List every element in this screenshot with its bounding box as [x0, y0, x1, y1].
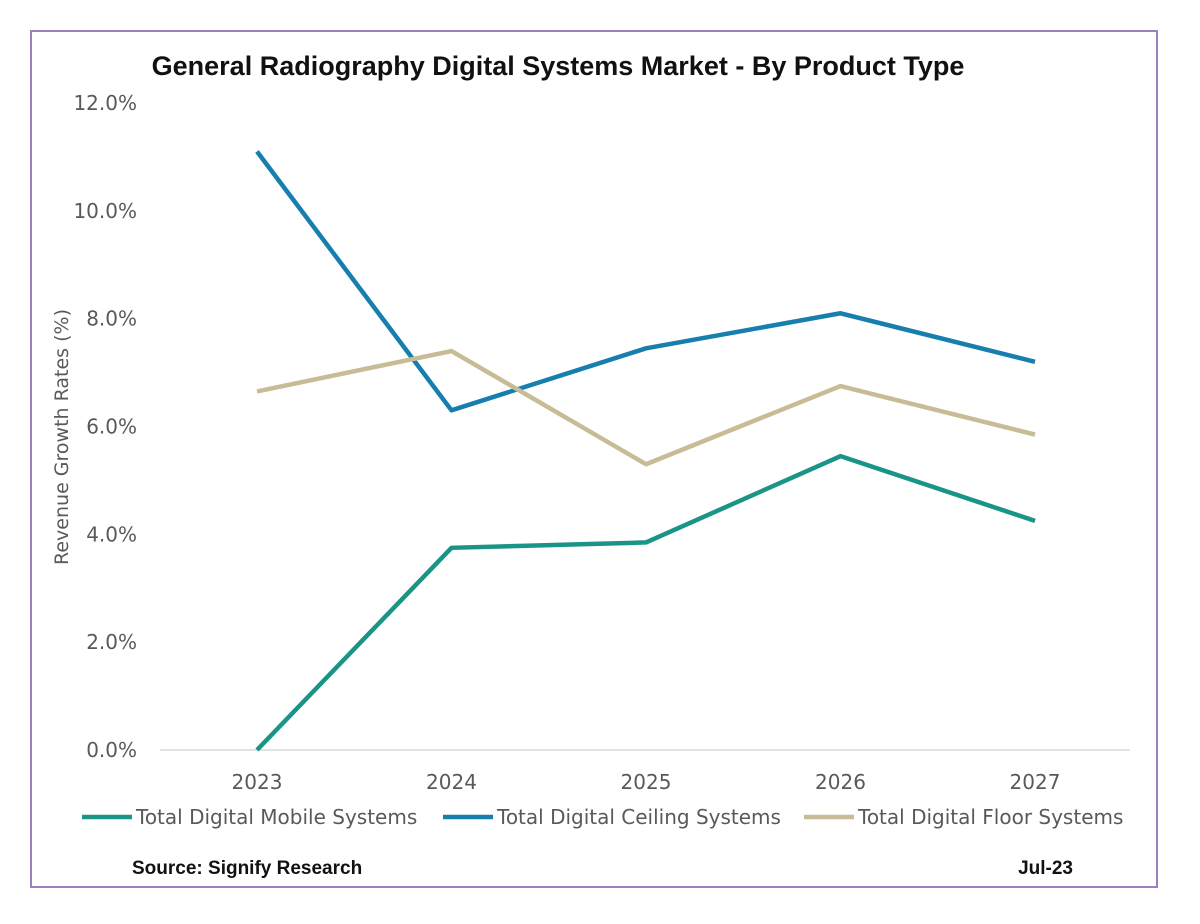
series-line-floor — [256, 348, 1036, 467]
y-tick-label: 8.0% — [86, 307, 137, 331]
chart-frame — [30, 30, 1158, 888]
legend-label-ceiling: Total Digital Ceiling Systems — [496, 805, 781, 829]
x-tick-label: 2027 — [1010, 770, 1061, 794]
x-tick-label: 2024 — [426, 770, 477, 794]
x-tick-label: 2025 — [621, 770, 672, 794]
y-tick-label: 10.0% — [73, 199, 137, 223]
source-note: Source: Signify Research — [132, 858, 362, 879]
y-tick-label: 12.0% — [73, 91, 137, 115]
legend-label-mobile: Total Digital Mobile Systems — [135, 805, 417, 829]
chart-title: General Radiography Digital Systems Mark… — [152, 51, 965, 81]
legend-label-floor: Total Digital Floor Systems — [857, 805, 1123, 829]
series-lines — [255, 150, 1036, 752]
y-tick-label: 0.0% — [86, 738, 137, 762]
y-tick-label: 4.0% — [86, 522, 137, 546]
y-axis-ticks: 0.0% 2.0% 4.0% 6.0% 8.0% 10.0% 12.0% — [73, 91, 137, 762]
x-tick-label: 2023 — [232, 770, 283, 794]
y-axis-label: Revenue Growth Rates (%) — [51, 309, 73, 565]
x-tick-label: 2026 — [815, 770, 866, 794]
y-tick-label: 6.0% — [86, 415, 137, 439]
x-axis-ticks: 2023 2024 2025 2026 2027 — [232, 770, 1061, 794]
series-line-mobile — [255, 453, 1036, 752]
series-line-ceiling — [255, 150, 1036, 413]
date-note: Jul-23 — [1018, 858, 1073, 879]
legend: Total Digital Mobile Systems Total Digit… — [82, 805, 1123, 829]
y-tick-label: 2.0% — [86, 630, 137, 654]
